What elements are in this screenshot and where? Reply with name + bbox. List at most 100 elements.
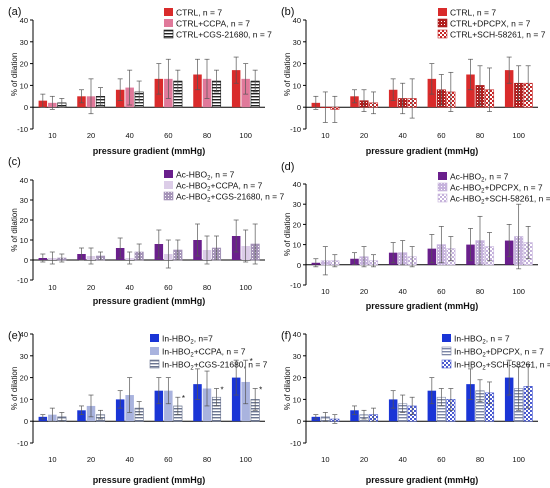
y-tick-label: 20 bbox=[293, 60, 301, 69]
y-tick-label: 30 bbox=[293, 200, 301, 209]
legend-label: In-HBO2+SCH-58261, n = 7 bbox=[454, 360, 550, 372]
y-tick-label: 10 bbox=[20, 81, 28, 90]
x-tick-label: 100 bbox=[512, 287, 525, 296]
panel-label: (c) bbox=[8, 156, 21, 168]
legend-label: In-HBO2+DPCPX, n = 7 bbox=[454, 347, 544, 359]
x-tick-label: 40 bbox=[398, 455, 406, 464]
x-tick-label: 80 bbox=[476, 287, 484, 296]
legend-swatch bbox=[150, 334, 159, 342]
y-tick-label: -10 bbox=[290, 281, 301, 290]
y-tick-label: 10 bbox=[293, 81, 301, 90]
x-axis-label: pressure gradient (mmHg) bbox=[366, 301, 479, 311]
bar bbox=[231, 377, 241, 422]
bar bbox=[466, 384, 475, 422]
y-tick-label: -10 bbox=[17, 439, 28, 448]
x-tick-label: 80 bbox=[203, 131, 211, 140]
legend-swatch bbox=[164, 8, 173, 16]
legend-swatch bbox=[164, 19, 173, 27]
x-tick-label: 100 bbox=[512, 131, 525, 140]
y-tick-label: 20 bbox=[20, 60, 28, 69]
y-axis-label: % of dilation bbox=[283, 53, 292, 97]
y-tick-label: 20 bbox=[293, 220, 301, 229]
x-tick-label: 10 bbox=[48, 131, 56, 140]
legend-swatch bbox=[437, 182, 448, 192]
x-tick-label: 60 bbox=[437, 455, 445, 464]
legend-label: Ac-HBO2+SCH-58261, n = 7 bbox=[450, 194, 550, 206]
legend-swatch bbox=[150, 347, 159, 355]
panel-a: (a) % of dilation -10 0 10 20 30 40 10 20 40 60 80 10… bbox=[8, 6, 272, 156]
x-tick-label: 100 bbox=[512, 455, 525, 464]
y-tick-label: 30 bbox=[20, 352, 28, 361]
x-tick-label: 40 bbox=[125, 455, 133, 464]
x-tick-label: 60 bbox=[164, 455, 172, 464]
x-tick-label: 40 bbox=[398, 287, 406, 296]
y-tick-label: -10 bbox=[17, 125, 28, 134]
legend-label: Ac-HBO2, n = 7 bbox=[450, 172, 509, 184]
x-axis-label: pressure gradient (mmHg) bbox=[93, 146, 206, 156]
legend-label: In-HBO2+CGS-21680, n = 7 bbox=[162, 360, 268, 372]
bar bbox=[115, 399, 125, 422]
y-tick-label: 20 bbox=[20, 216, 28, 225]
significance-mark: * bbox=[221, 386, 224, 395]
y-tick-label: 20 bbox=[293, 374, 301, 383]
y-tick-label: 0 bbox=[24, 103, 28, 112]
legend-swatch bbox=[149, 359, 160, 369]
bar bbox=[193, 384, 202, 422]
legend-swatch bbox=[442, 334, 451, 342]
y-tick-label: -10 bbox=[17, 276, 28, 285]
bar bbox=[164, 390, 173, 422]
panel-label: (f) bbox=[281, 330, 291, 342]
x-tick-label: 40 bbox=[125, 131, 133, 140]
legend-swatch bbox=[437, 18, 448, 28]
x-tick-label: 60 bbox=[437, 287, 445, 296]
bar bbox=[77, 410, 86, 422]
legend-label: Ac-HBO2+CCPA, n = 7 bbox=[176, 181, 263, 193]
legend-label: In-HBO2, n = 7 bbox=[454, 334, 510, 346]
y-axis-label: % of dilation bbox=[10, 208, 19, 252]
x-tick-label: 20 bbox=[360, 455, 368, 464]
y-tick-label: 30 bbox=[20, 196, 28, 205]
legend-label: In-HBO2+CCPA, n = 7 bbox=[162, 347, 246, 359]
x-tick-label: 10 bbox=[48, 455, 56, 464]
x-tick-label: 100 bbox=[239, 283, 252, 292]
legend-label: Ac-HBO2+CGS-21680, n = 7 bbox=[176, 192, 285, 204]
y-axis-label: % of dilation bbox=[283, 213, 292, 257]
legend-label: CTRL, n = 7 bbox=[450, 8, 496, 18]
significance-mark: * bbox=[182, 394, 185, 403]
significance-mark: * bbox=[259, 386, 262, 395]
y-tick-label: 10 bbox=[20, 395, 28, 404]
panel-f: (f) % of dilation -10 0 10 20 30 40 10 20 40 60 80 10… bbox=[281, 330, 550, 485]
bar bbox=[388, 399, 398, 422]
y-tick-label: 10 bbox=[293, 395, 301, 404]
x-tick-label: 100 bbox=[239, 131, 252, 140]
bar bbox=[193, 74, 202, 108]
x-tick-label: 60 bbox=[164, 131, 172, 140]
x-tick-label: 10 bbox=[321, 455, 329, 464]
y-tick-label: 40 bbox=[20, 330, 28, 339]
x-tick-label: 60 bbox=[164, 283, 172, 292]
y-tick-label: 10 bbox=[293, 241, 301, 250]
panel-c: (c) % of dilation -10 0 10 20 30 40 10 20 40 60 80 10… bbox=[8, 156, 285, 306]
x-axis-label: pressure gradient (mmHg) bbox=[93, 296, 206, 306]
legend-label: Ac-HBO2+DPCPX, n = 7 bbox=[450, 183, 543, 195]
legend-label: In-HBO2, n=7 bbox=[162, 334, 213, 346]
bar bbox=[466, 74, 475, 108]
legend-label: CTRL+DPCPX, n = 7 bbox=[450, 19, 531, 29]
panel-label: (d) bbox=[281, 161, 294, 173]
x-tick-label: 80 bbox=[203, 283, 211, 292]
legend-swatch bbox=[437, 193, 448, 203]
y-axis-label: % of dilation bbox=[10, 53, 19, 97]
legend-label: CTRL+SCH-58261, n = 7 bbox=[450, 30, 546, 40]
y-tick-label: 40 bbox=[293, 16, 301, 25]
y-tick-label: 40 bbox=[293, 330, 301, 339]
legend-swatch bbox=[163, 29, 174, 39]
x-tick-label: 20 bbox=[87, 131, 95, 140]
legend-swatch bbox=[438, 8, 447, 16]
legend-label: CTRL, n = 7 bbox=[176, 8, 222, 18]
x-tick-label: 20 bbox=[87, 283, 95, 292]
y-tick-label: 30 bbox=[293, 352, 301, 361]
legend-label: CTRL+CGS-21680, n = 7 bbox=[176, 30, 272, 40]
bar bbox=[504, 70, 514, 108]
